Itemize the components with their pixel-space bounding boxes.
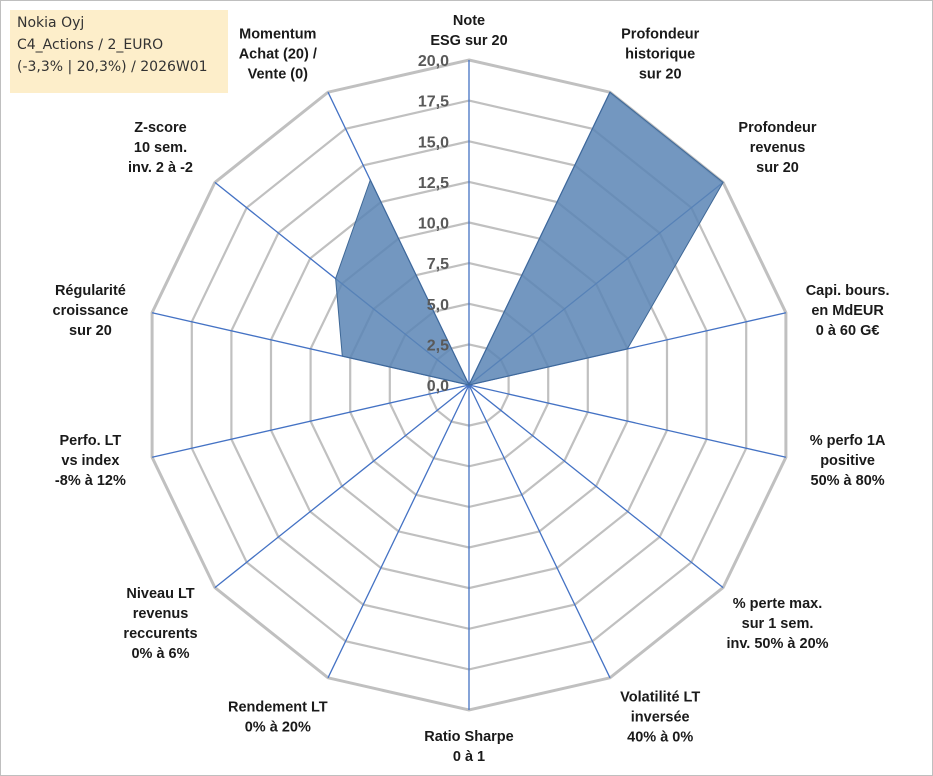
axis-label-line: Capi. bours. [806, 283, 890, 299]
axis-label: Régularité croissance sur 20 [53, 283, 129, 339]
axis-label-line: sur 20 [69, 323, 112, 339]
portfolio-class: C4_Actions / 2_EURO [17, 37, 164, 53]
tick-label: 12,5 [418, 175, 449, 192]
info-box: Nokia Oyj C4_Actions / 2_EURO (-3,3% | 2… [10, 10, 228, 93]
series-area [335, 91, 724, 387]
axis-label: Rendement LT 0% à 20% [228, 700, 328, 736]
axis-label: % perte max. sur 1 sem. inv. 50% à 20% [726, 596, 828, 652]
axis-label-line: Vente (0) [248, 66, 309, 82]
axis-label: Momentum Achat (20) / Vente (0) [239, 26, 317, 82]
axis-label-line: 10 sem. [134, 140, 187, 156]
axis-label: Niveau LT revenus reccurents 0% à 6% [123, 586, 197, 662]
tick-label: 0,0 [427, 378, 449, 395]
axis-label-line: Rendement LT [228, 700, 328, 716]
axis-label-line: Achat (20) / [239, 46, 317, 62]
axis-label-line: -8% à 12% [55, 473, 126, 489]
axis-label-line: 40% à 0% [627, 730, 693, 746]
axis-label-line: 0% à 20% [245, 720, 311, 736]
axis-label-line: revenus [133, 606, 189, 622]
axis-label-line: ESG sur 20 [430, 33, 507, 49]
axis-label-line: Régularité [55, 283, 126, 299]
tick-label: 17,5 [418, 94, 449, 111]
axis-label-line: croissance [53, 303, 129, 319]
axis-label: Volatilité LT inversée 40% à 0% [620, 690, 700, 746]
tick-label: 7,5 [427, 256, 449, 273]
axis-label-line: Profondeur [621, 26, 699, 42]
axis-spoke [468, 384, 724, 589]
axis-label-line: % perte max. [733, 596, 822, 612]
axis-label-line: sur 20 [756, 160, 799, 176]
axis-label: Ratio Sharpe 0 à 1 [424, 729, 513, 765]
axis-label: Profondeur historique sur 20 [621, 26, 699, 82]
axis-label-line: Z-score [134, 120, 186, 136]
period-info: (-3,3% | 20,3%) / 2026W01 [17, 59, 208, 75]
series-polygon [335, 91, 724, 387]
axis-label-line: 0% à 6% [131, 646, 189, 662]
tick-label: 20,0 [418, 53, 449, 70]
axis-label-line: Perfo. LT [60, 433, 122, 449]
axis-labels: Note ESG sur 20 Profondeur historique sur 20… [53, 13, 890, 765]
axis-label-line: 0 à 60 G€ [816, 323, 880, 339]
tick-label: 10,0 [418, 216, 449, 233]
axis-label-line: vs index [61, 453, 119, 469]
axis-label-line: revenus [750, 140, 806, 156]
axis-label-line: Profondeur [738, 120, 816, 136]
tick-labels: 0,0 2,5 5,0 7,5 10,0 12,5 15,0 17,5 20,0 [418, 53, 449, 395]
axis-label-line: positive [820, 453, 875, 469]
axis-label-line: en MdEUR [811, 303, 884, 319]
tick-label: 5,0 [427, 297, 449, 314]
axis-spoke [214, 384, 470, 589]
axis-spoke [151, 384, 470, 458]
tick-label: 15,0 [418, 134, 449, 151]
axis-label-line: 0 à 1 [453, 749, 485, 765]
axis-label-line: Momentum [239, 26, 316, 42]
company-name: Nokia Oyj [17, 15, 85, 31]
axis-label-line: 50% à 80% [811, 473, 885, 489]
axis-spoke [468, 384, 611, 679]
axis-label: % perfo 1A positive 50% à 80% [810, 433, 886, 489]
axis-label-line: sur 1 sem. [742, 616, 814, 632]
axis-label: Note ESG sur 20 [430, 13, 507, 49]
axis-label-line: reccurents [123, 626, 197, 642]
axis-label-line: Volatilité LT [620, 690, 700, 706]
axis-spoke [327, 384, 470, 679]
axis-label-line: Niveau LT [126, 586, 194, 602]
axis-label-line: % perfo 1A [810, 433, 886, 449]
axis-label-line: Note [453, 13, 485, 29]
axis-label-line: inv. 50% à 20% [726, 636, 828, 652]
axis-label: Capi. bours. en MdEUR 0 à 60 G€ [806, 283, 890, 339]
axis-label-line: historique [625, 46, 695, 62]
axis-label: Perfo. LT vs index -8% à 12% [55, 433, 126, 489]
axis-label-line: sur 20 [639, 66, 682, 82]
axis-label-line: inversée [631, 710, 690, 726]
axis-label: Profondeur revenus sur 20 [738, 120, 816, 176]
axis-label-line: Ratio Sharpe [424, 729, 513, 745]
axis-label-line: inv. 2 à -2 [128, 160, 193, 176]
axis-spoke [468, 384, 787, 458]
tick-label: 2,5 [427, 337, 449, 354]
axis-label: Z-score 10 sem. inv. 2 à -2 [128, 120, 193, 176]
